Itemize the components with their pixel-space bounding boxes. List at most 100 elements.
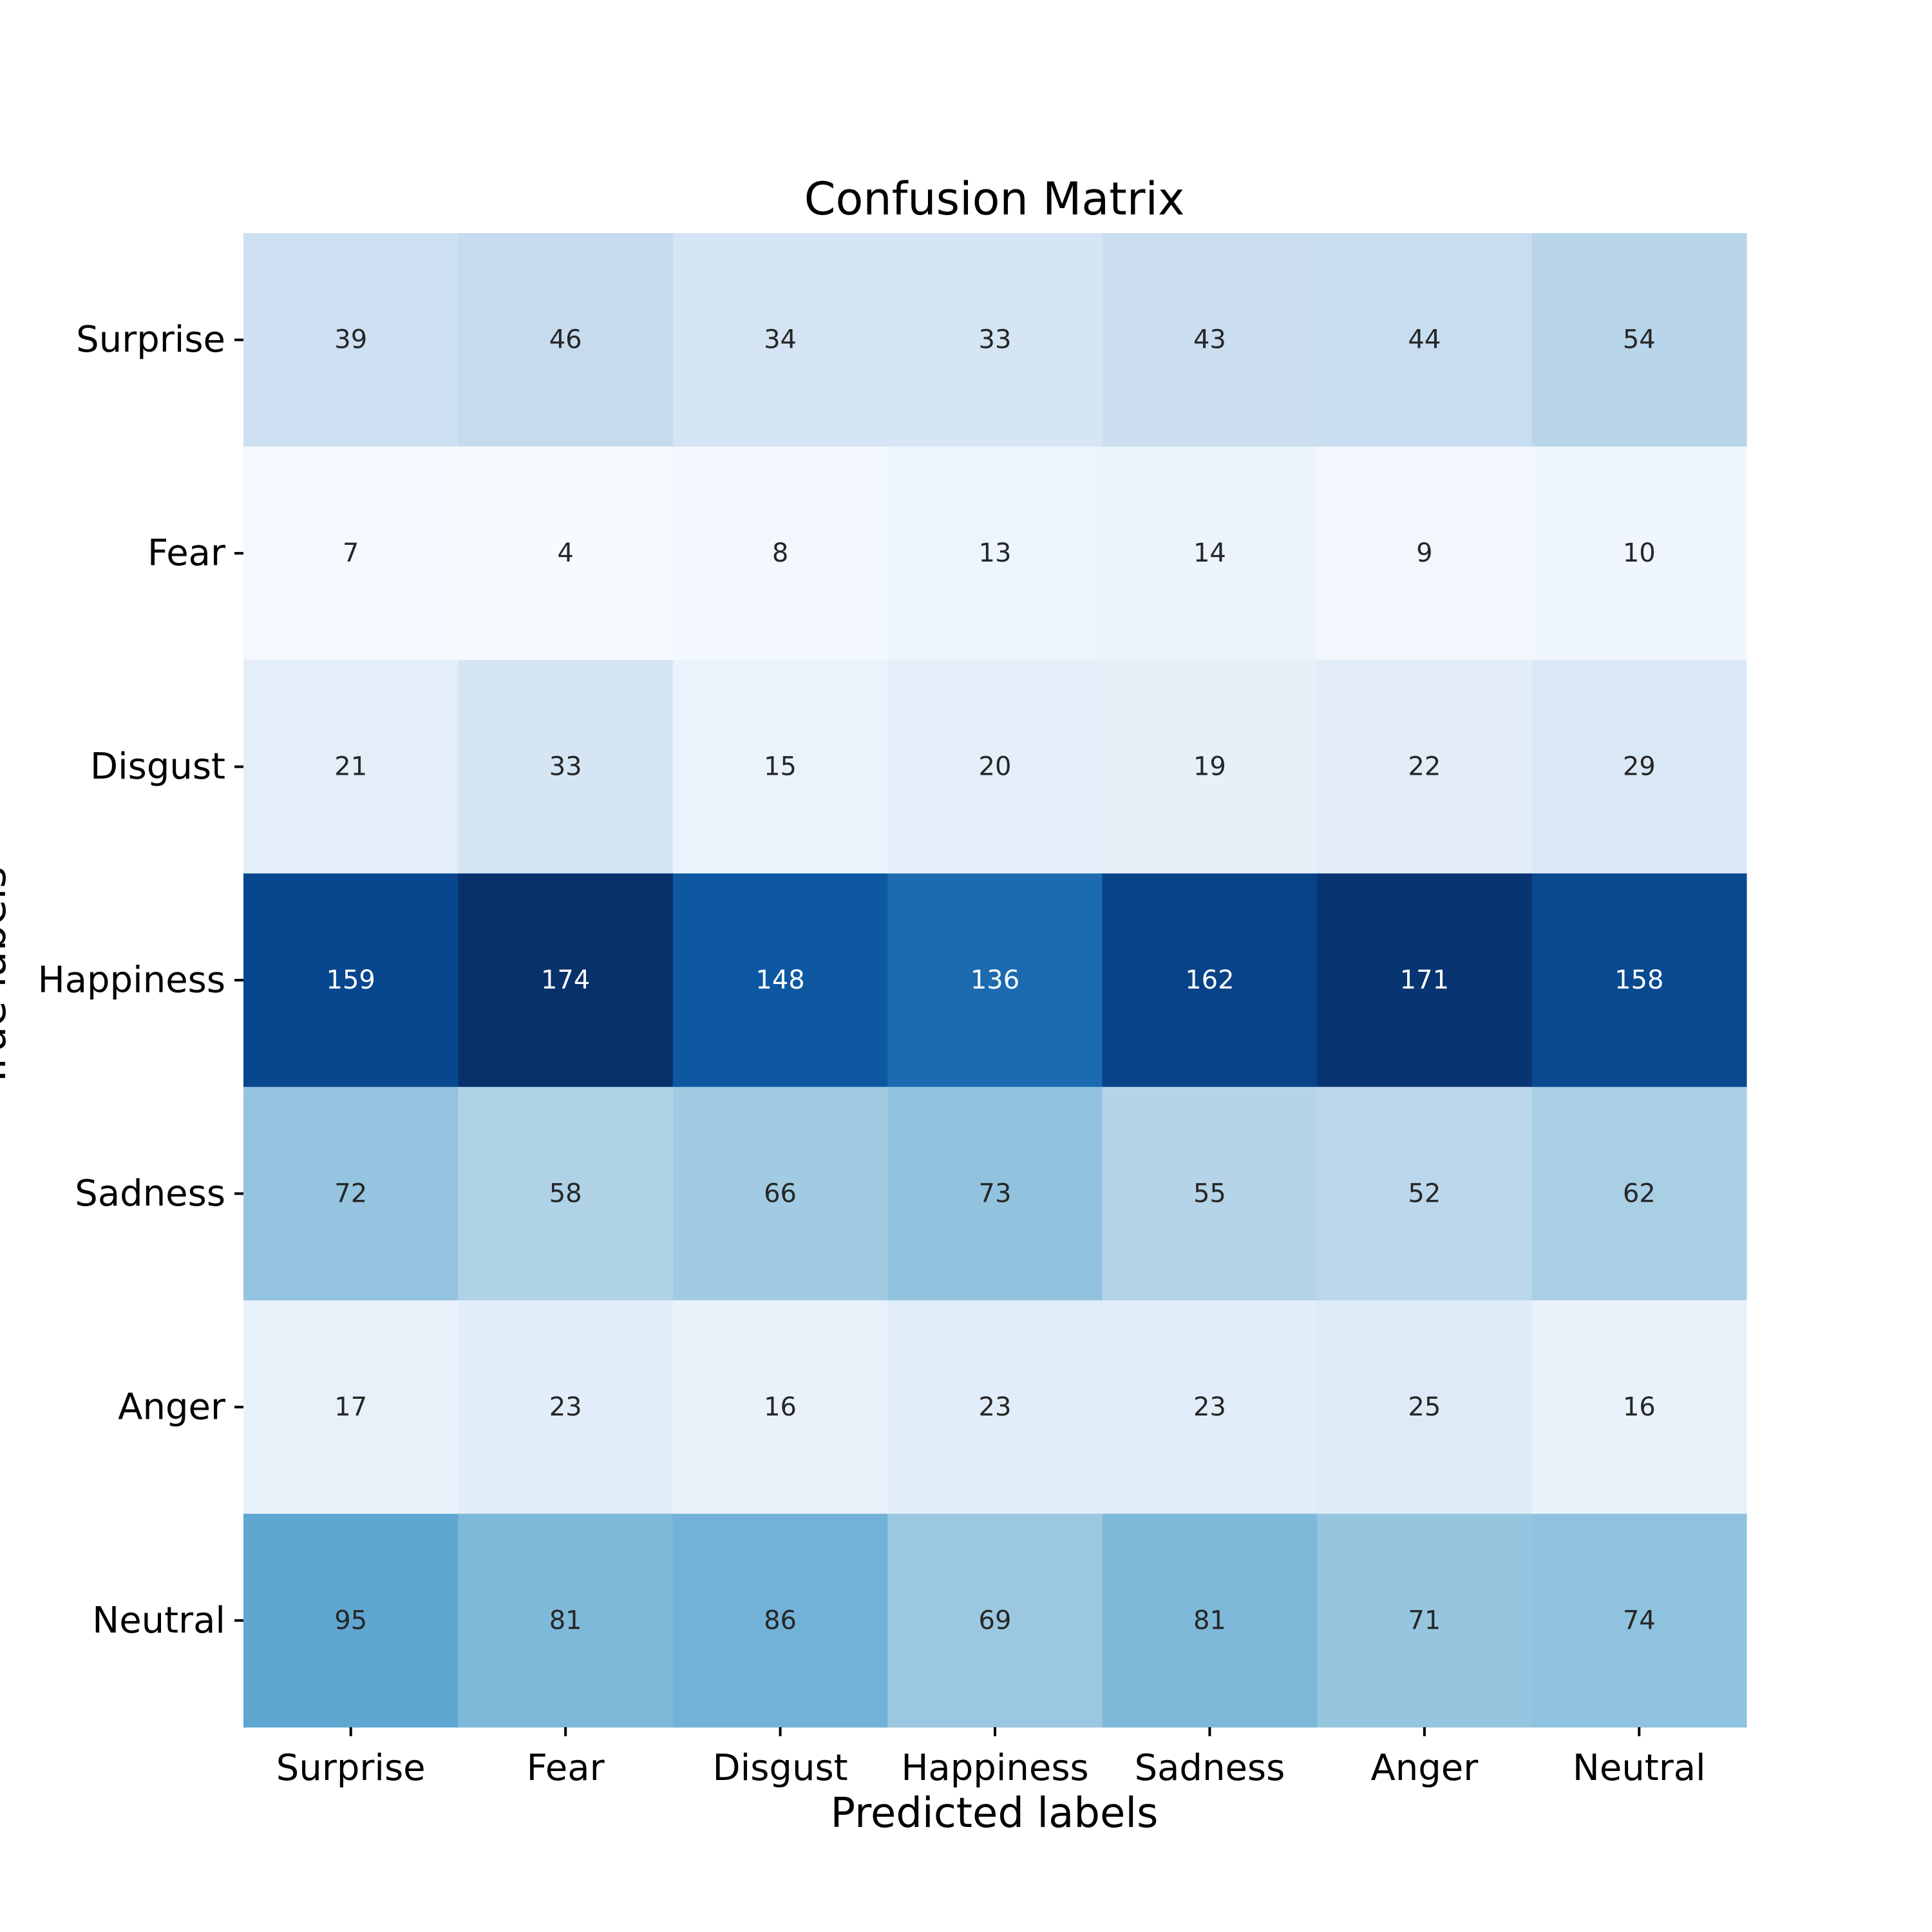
heatmap-cell xyxy=(887,659,1103,874)
cell-value-label: 44 xyxy=(1408,325,1441,355)
heatmap-cell xyxy=(672,1300,888,1515)
x-tick-label: Happiness xyxy=(901,1747,1088,1789)
heatmap-cell xyxy=(1102,1086,1318,1301)
cell-value-label: 62 xyxy=(1623,1179,1656,1208)
heatmap-cell xyxy=(672,659,888,874)
heatmap-cell xyxy=(887,1513,1103,1728)
cell-value-label: 162 xyxy=(1185,965,1234,995)
cell-value-label: 8 xyxy=(772,538,788,568)
x-tick-label: Disgust xyxy=(713,1747,848,1789)
cell-value-label: 23 xyxy=(1193,1392,1226,1422)
heatmap-cell xyxy=(243,1513,459,1728)
cell-value-label: 54 xyxy=(1623,325,1656,355)
cell-value-label: 73 xyxy=(979,1179,1012,1208)
y-tick-label: Neutral xyxy=(92,1600,225,1642)
heatmap-cell xyxy=(1531,659,1747,874)
cell-value-label: 16 xyxy=(1623,1392,1656,1422)
cell-value-label: 174 xyxy=(541,965,590,995)
x-tick-label: Surprise xyxy=(276,1747,426,1789)
heatmap-cell xyxy=(1102,659,1318,874)
cell-value-label: 21 xyxy=(334,752,367,782)
heatmap-cell xyxy=(672,233,888,447)
cell-value-label: 95 xyxy=(334,1605,367,1635)
heatmap-cell xyxy=(458,446,674,661)
x-axis-label: Predicted labels xyxy=(831,1790,1159,1837)
heatmap-cell xyxy=(458,233,674,447)
y-axis-ticks: Surprise Fear Disgust Happiness Sadness Anger… xyxy=(38,319,243,1642)
cell-value-label: 20 xyxy=(979,752,1012,782)
y-tick-label: Surprise xyxy=(76,319,225,361)
cell-value-label: 55 xyxy=(1193,1179,1226,1208)
heatmap-cell xyxy=(887,233,1103,447)
x-axis-ticks: Surprise Fear Disgust Happiness Sadness Anger… xyxy=(276,1727,1706,1789)
heatmap-cell xyxy=(243,1300,459,1515)
cell-value-label: 25 xyxy=(1408,1392,1441,1422)
chart-title: Confusion Matrix xyxy=(804,173,1185,225)
heatmap-cell xyxy=(887,446,1103,661)
heatmap-cell xyxy=(1317,446,1533,661)
cell-value-label: 69 xyxy=(979,1605,1012,1635)
cell-value-label: 66 xyxy=(764,1179,797,1208)
cell-value-label: 159 xyxy=(327,965,375,995)
heatmap-cell xyxy=(458,873,674,1088)
heatmap-cell xyxy=(1531,446,1747,661)
x-tick-label: Neutral xyxy=(1573,1747,1706,1789)
heatmap-cell xyxy=(1102,1300,1318,1515)
heatmap-cell xyxy=(1317,1086,1533,1301)
x-tick-label: Sadness xyxy=(1135,1747,1285,1789)
heatmap-cell xyxy=(887,1086,1103,1301)
x-tick-label: Anger xyxy=(1370,1747,1479,1789)
cell-value-label: 22 xyxy=(1408,752,1441,782)
cell-value-label: 33 xyxy=(549,752,582,782)
heatmap-cell xyxy=(672,1513,888,1728)
heatmap-cell xyxy=(1531,233,1747,447)
heatmap-cell xyxy=(458,659,674,874)
heatmap-cell xyxy=(1317,1300,1533,1515)
cell-value-label: 136 xyxy=(971,965,1019,995)
cell-value-label: 9 xyxy=(1416,538,1432,568)
y-tick-label: Happiness xyxy=(38,960,225,1001)
heatmap-cell xyxy=(887,873,1103,1088)
cell-value-label: 14 xyxy=(1193,538,1226,568)
heatmap-cell xyxy=(243,446,459,661)
heatmap-cell xyxy=(887,1300,1103,1515)
heatmap-cell xyxy=(1102,1513,1318,1728)
heatmap-cell xyxy=(1317,873,1533,1088)
heatmap-cell xyxy=(672,1086,888,1301)
cell-value-label: 81 xyxy=(1193,1605,1226,1635)
y-tick-label: Fear xyxy=(147,533,226,574)
cell-value-label: 29 xyxy=(1623,752,1656,782)
heatmap-cell xyxy=(1317,233,1533,447)
heatmap-cell xyxy=(1102,233,1318,447)
y-axis-label: True labels xyxy=(0,867,15,1089)
cell-value-label: 52 xyxy=(1408,1179,1441,1208)
y-tick-label: Anger xyxy=(118,1386,226,1428)
cell-value-label: 58 xyxy=(549,1179,582,1208)
x-tick-label: Fear xyxy=(527,1747,605,1789)
heatmap-cell xyxy=(672,873,888,1088)
heatmap-cell xyxy=(458,1300,674,1515)
cell-value-label: 46 xyxy=(549,325,582,355)
heatmap-cell xyxy=(1102,446,1318,661)
heatmap-cell xyxy=(1531,873,1747,1088)
heatmap-cell xyxy=(1317,1513,1533,1728)
heatmap-cell xyxy=(243,873,459,1088)
cell-value-label: 86 xyxy=(764,1605,797,1635)
cell-value-label: 148 xyxy=(755,965,804,995)
y-tick-label: Disgust xyxy=(90,746,225,788)
cell-value-label: 17 xyxy=(334,1392,367,1422)
cell-value-label: 72 xyxy=(334,1179,367,1208)
cell-value-label: 71 xyxy=(1408,1605,1441,1635)
cell-value-label: 4 xyxy=(557,538,573,568)
heatmap-cell xyxy=(243,1086,459,1301)
cell-value-label: 43 xyxy=(1193,325,1226,355)
heatmap-cell xyxy=(1102,873,1318,1088)
cell-value-label: 16 xyxy=(764,1392,797,1422)
cell-value-label: 10 xyxy=(1623,538,1656,568)
heatmap-cell xyxy=(1531,1513,1747,1728)
cell-value-label: 7 xyxy=(343,538,359,568)
cell-value-label: 81 xyxy=(549,1605,582,1635)
heatmap-cell xyxy=(672,446,888,661)
heatmap-cell xyxy=(1531,1300,1747,1515)
cell-value-label: 39 xyxy=(334,325,367,355)
